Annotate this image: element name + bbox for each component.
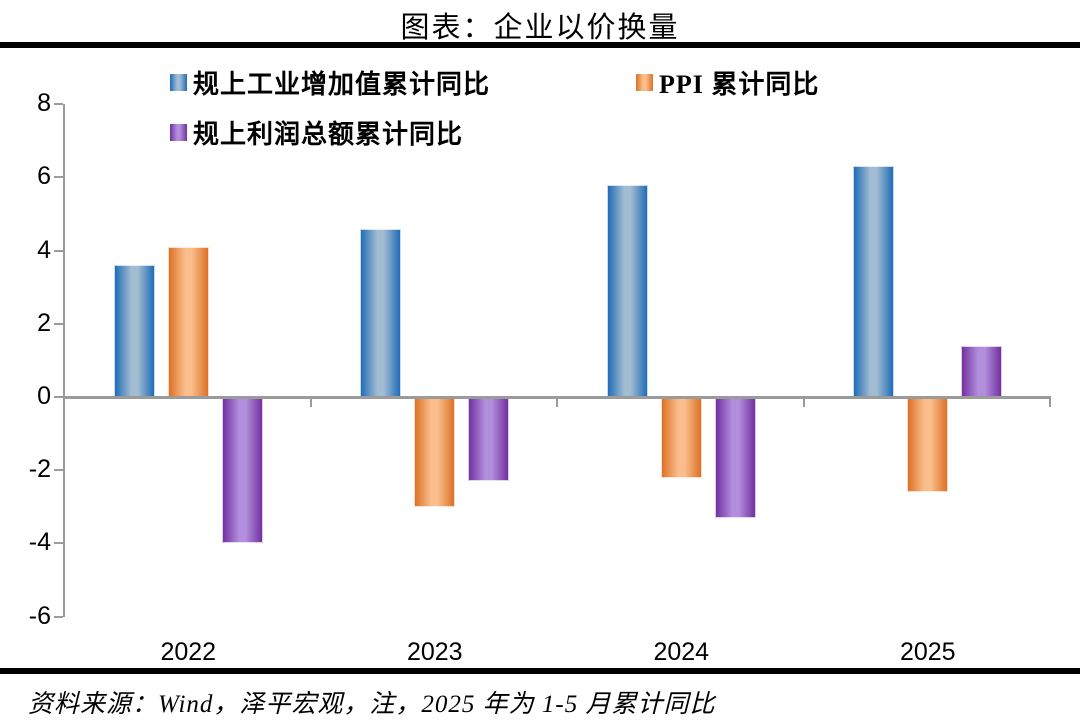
y-tick-label: 2	[37, 308, 51, 337]
y-axis-line	[63, 104, 65, 617]
source-note: 资料来源：Wind，泽平宏观，注，2025 年为 1-5 月累计同比	[28, 691, 716, 718]
x-axis-tick	[556, 397, 558, 407]
y-tick-label: 4	[37, 235, 51, 264]
y-tick-label: 0	[37, 382, 51, 410]
bar-total-profit-2022	[221, 397, 263, 544]
y-axis-tick	[54, 103, 63, 106]
y-axis-tick	[54, 615, 63, 618]
bar-total-profit-2023	[468, 397, 510, 482]
legend-item-total-profit: 规上利润总额累计同比	[170, 114, 463, 151]
bar-ppi-2025	[907, 397, 949, 493]
industrial-value-added-swatch-icon	[170, 74, 187, 91]
total-profit-swatch-icon	[170, 124, 187, 141]
legend-label: 规上利润总额累计同比	[193, 120, 464, 149]
x-axis-tick	[802, 397, 805, 407]
bar-ppi-2023	[414, 397, 456, 507]
bar-ppi-2022	[167, 246, 209, 397]
bottom-divider	[0, 668, 1080, 674]
y-axis-tick	[54, 249, 63, 252]
top-divider	[0, 42, 1080, 48]
x-axis-tick	[1049, 397, 1051, 407]
legend-label: 规上工业增加值累计同比	[193, 70, 491, 99]
chart-title: 图表：企业以价换量	[400, 12, 680, 44]
bar-industrial-value-added-2023	[360, 228, 402, 397]
bar-total-profit-2025	[961, 345, 1003, 397]
legend-item-ppi: PPI 累计同比	[636, 64, 819, 101]
x-category-label-2023: 2023	[406, 638, 463, 666]
bar-total-profit-2024	[714, 397, 756, 518]
y-tick-label: -4	[28, 528, 51, 557]
y-tick-label: 8	[37, 89, 51, 118]
y-tick-label: -6	[28, 601, 51, 630]
ppi-swatch-icon	[636, 74, 653, 91]
y-axis-tick	[54, 176, 63, 179]
y-axis-tick	[54, 542, 63, 545]
legend-item-industrial-value-added: 规上工业增加值累计同比	[170, 64, 490, 101]
bar-industrial-value-added-2022	[113, 265, 155, 397]
y-axis-tick	[54, 469, 63, 472]
y-tick-label: -2	[28, 455, 51, 484]
y-axis-tick	[54, 322, 63, 325]
y-tick-label: 6	[37, 162, 51, 191]
bar-industrial-value-added-2024	[606, 184, 648, 397]
y-axis-tick	[54, 396, 63, 398]
bar-ppi-2024	[660, 397, 702, 478]
x-category-label-2024: 2024	[653, 638, 710, 666]
bar-industrial-value-added-2025	[853, 166, 895, 397]
x-axis-tick	[309, 397, 312, 407]
x-category-label-2025: 2025	[899, 638, 956, 666]
legend-label: PPI 累计同比	[659, 70, 820, 99]
x-category-label-2022: 2022	[160, 638, 217, 666]
